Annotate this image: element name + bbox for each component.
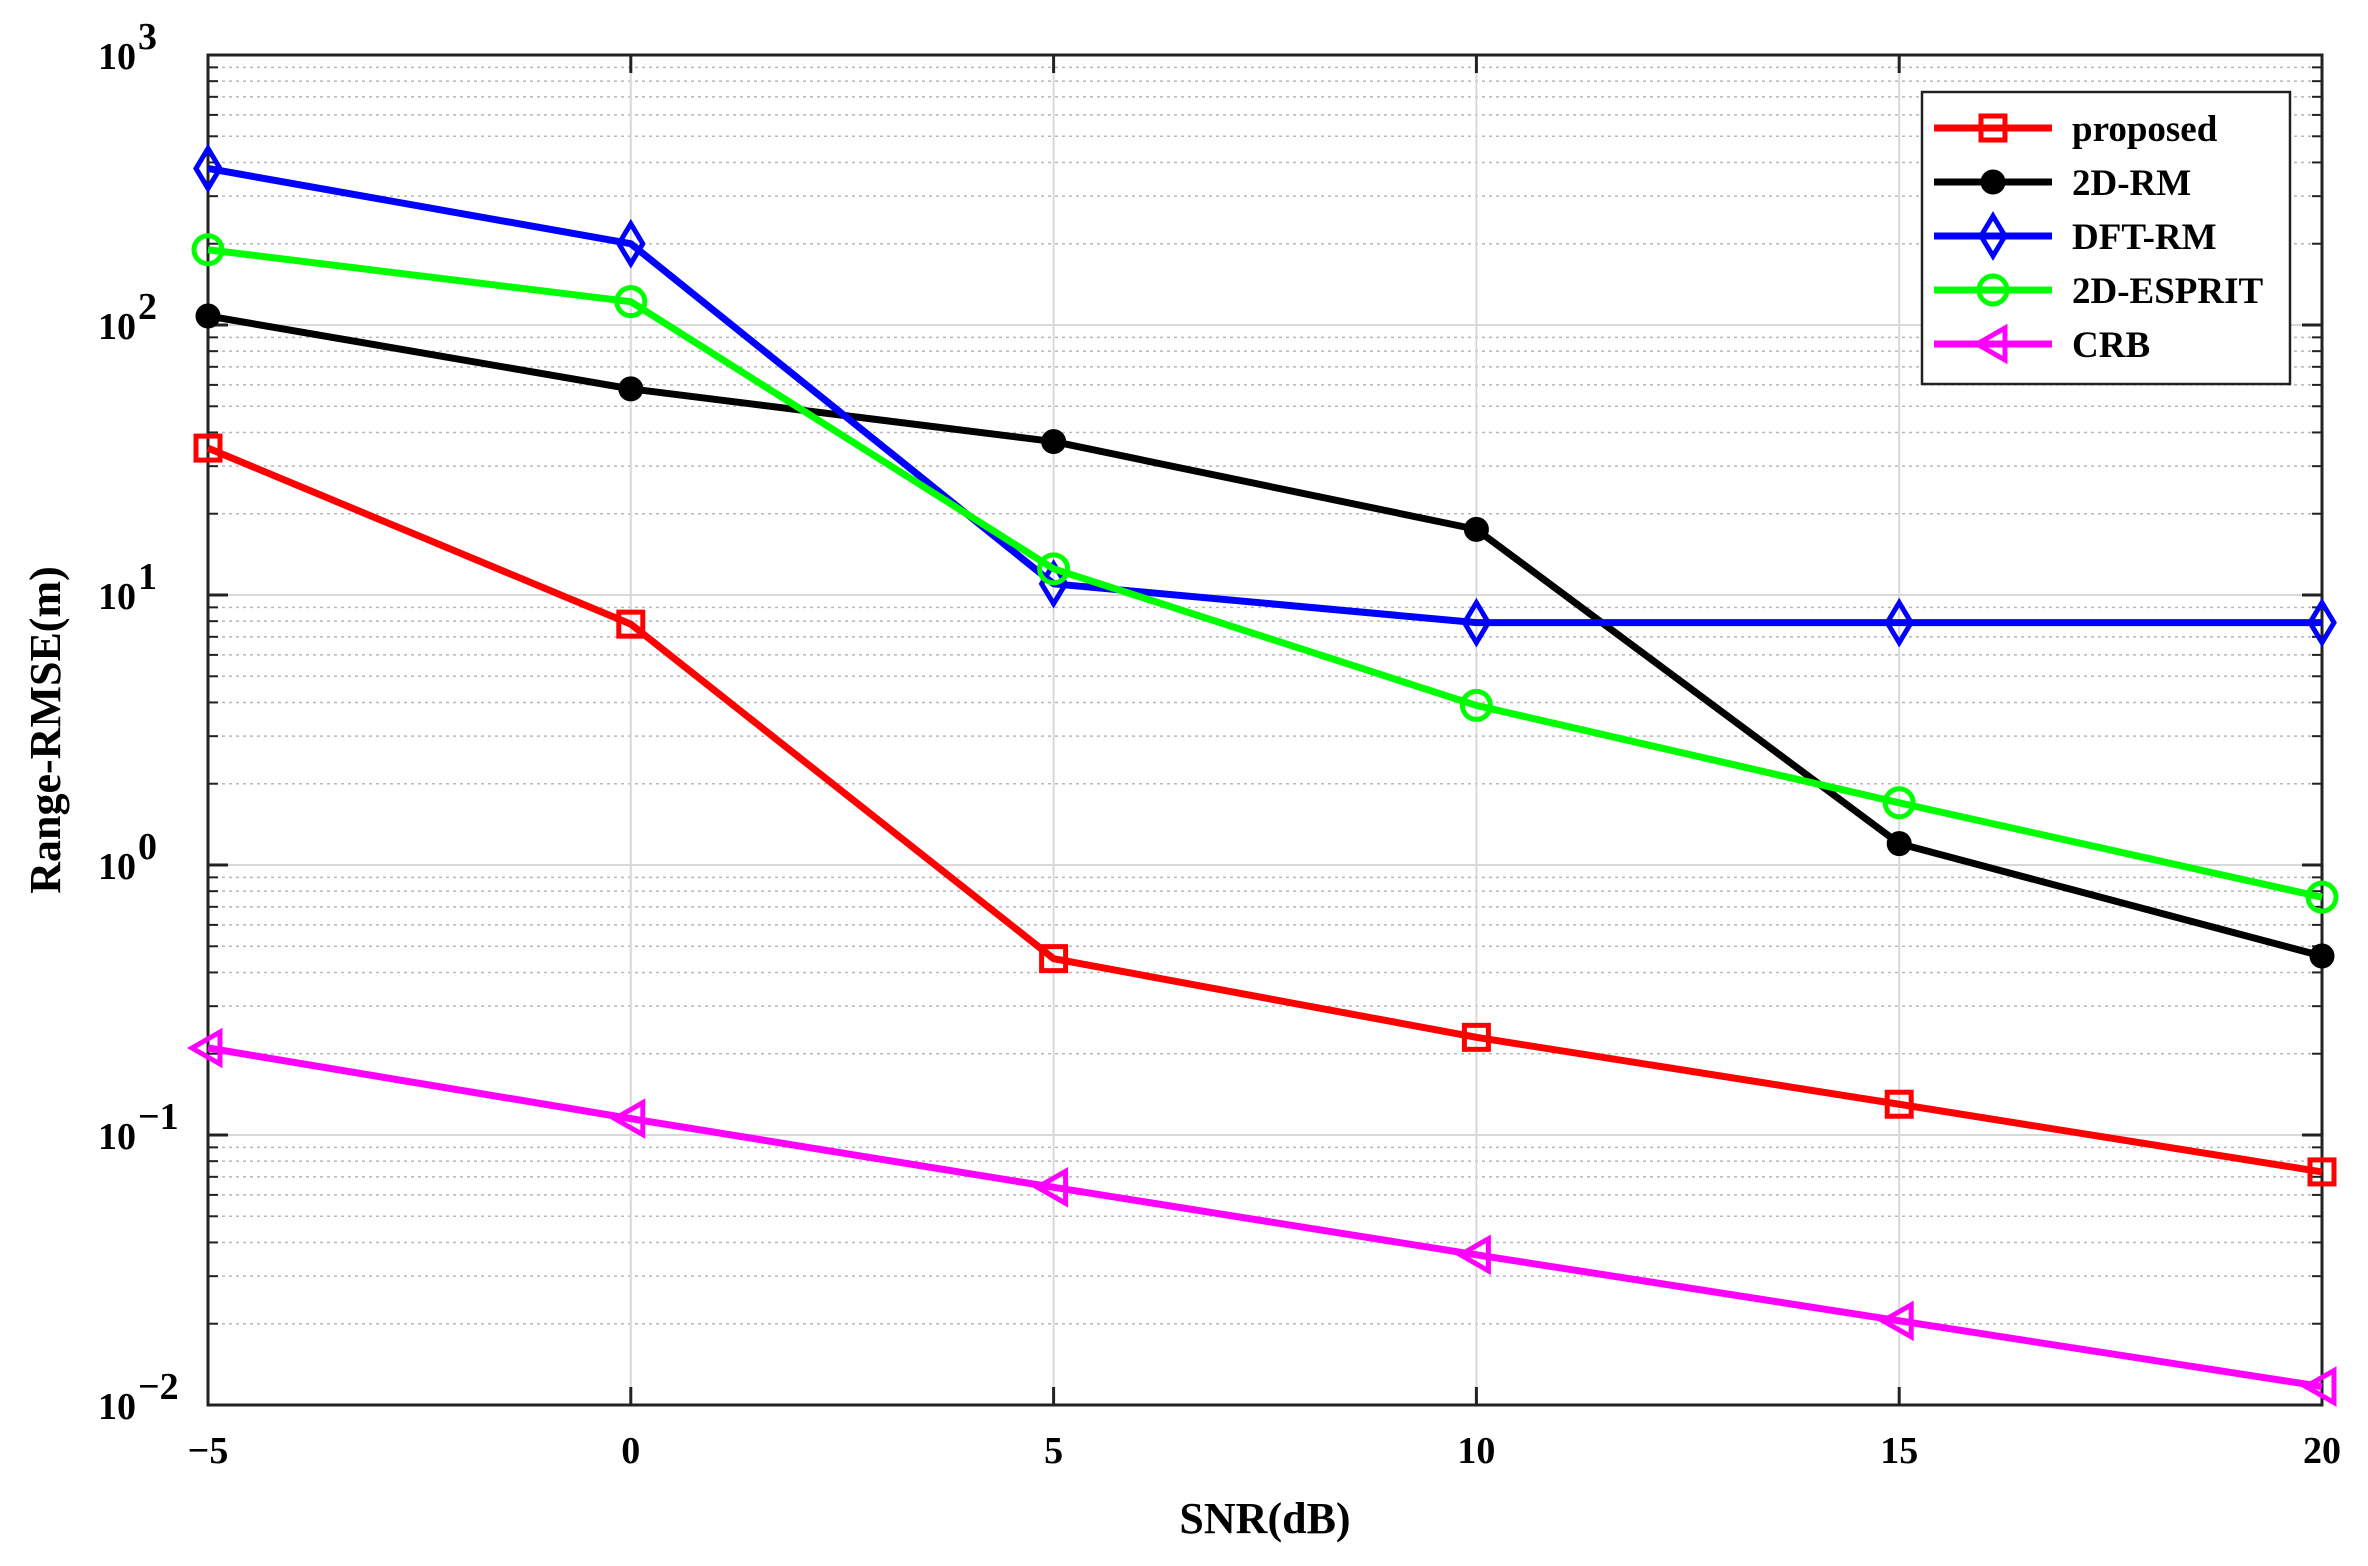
series-line: [206, 444, 2323, 1176]
x-tick-label: 0: [621, 1430, 640, 1472]
legend-label: proposed: [2072, 109, 2218, 150]
data-point: [2305, 880, 2339, 914]
data-point: [1039, 944, 1069, 974]
data-point: [2309, 943, 2335, 969]
y-tick-exponent: 0: [138, 826, 157, 868]
plot-frame: [206, 53, 2324, 1407]
legend-entry: CRB: [1934, 323, 2150, 366]
legend-entry: DFT-RM: [1934, 211, 2217, 261]
x-tick-label: −5: [188, 1430, 229, 1472]
data-point: [1886, 831, 1912, 857]
data-point: [616, 609, 646, 639]
data-point: [193, 433, 223, 463]
x-tick-label: 20: [2303, 1430, 2341, 1472]
data-point: [618, 376, 644, 402]
data-point: [186, 1027, 223, 1069]
y-tick-label: 10: [98, 1386, 136, 1428]
series-line: [207, 165, 2322, 627]
data-point: [614, 285, 648, 319]
data-point: [1882, 786, 1916, 820]
legend-swatch-marker: [1978, 113, 2008, 143]
legend-label: 2D-ESPRIT: [2072, 271, 2264, 312]
data-point: [1041, 429, 1067, 455]
legend-swatch-marker: [1980, 169, 2006, 195]
data-point: [1461, 1022, 1491, 1052]
data-point: [1459, 688, 1493, 722]
series-proposed: [193, 433, 2337, 1187]
y-axis-label: Range-RMSE(m): [21, 566, 70, 894]
data-point: [1455, 1234, 1491, 1276]
data-point: [1878, 1300, 1914, 1342]
x-tick-label: 5: [1044, 1430, 1063, 1472]
legend-entry: proposed: [1934, 109, 2218, 150]
x-tick-label: 15: [1880, 1430, 1918, 1472]
y-tick-label: 10: [98, 576, 136, 618]
x-tick-label: 10: [1457, 1430, 1495, 1472]
series-line: [207, 1044, 2323, 1391]
series-2d-esprit: [191, 233, 2339, 914]
data-point: [193, 143, 223, 194]
data-point: [1884, 597, 1915, 648]
data-point: [195, 303, 221, 329]
series-line: [207, 312, 2323, 960]
legend-swatch-marker: [1978, 211, 2008, 261]
legend-label: CRB: [2072, 325, 2150, 366]
series-dft-rm: [193, 143, 2337, 648]
y-tick-exponent: −1: [138, 1096, 179, 1138]
data-point: [609, 1098, 646, 1139]
legend-label: DFT-RM: [2072, 217, 2217, 258]
data-point: [191, 233, 225, 267]
series-group: [186, 143, 2339, 1407]
legend-swatch-marker: [1976, 273, 2010, 307]
y-tick-label: 10: [98, 306, 136, 348]
y-tick-label: 10: [98, 846, 136, 888]
y-tick-label: 10: [98, 36, 136, 78]
data-point: [1037, 552, 1071, 586]
data-point: [1032, 1167, 1069, 1208]
series-line: [207, 246, 2323, 901]
data-point: [1461, 597, 1492, 648]
series-crb: [186, 1027, 2337, 1407]
data-point: [2300, 1366, 2337, 1407]
y-tick-exponent: 1: [138, 556, 157, 598]
x-axis-label: SNR(dB): [1179, 1494, 1350, 1543]
y-tick-exponent: 2: [138, 286, 157, 328]
y-tick-exponent: −2: [138, 1366, 179, 1408]
legend: proposed 2D-RM DFT-RM 2D-ESPRIT CRB: [1920, 90, 2292, 386]
series-2d-rm: [195, 303, 2335, 969]
legend-entry: 2D-ESPRIT: [1934, 271, 2264, 312]
legend-label: 2D-RM: [2072, 163, 2191, 204]
y-tick-exponent: 3: [138, 16, 157, 58]
data-point: [1884, 1089, 1914, 1119]
data-point: [2307, 597, 2337, 648]
legend-entry: 2D-RM: [1934, 163, 2191, 204]
legend-swatch-marker: [1971, 323, 2008, 365]
y-tick-label: 10: [98, 1116, 136, 1158]
data-point: [615, 218, 646, 269]
data-point: [1463, 516, 1489, 542]
data-point: [2307, 1157, 2337, 1187]
